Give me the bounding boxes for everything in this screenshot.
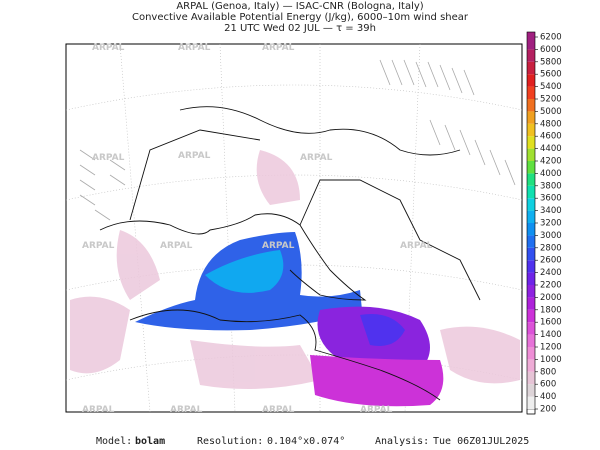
- colorbar-swatch: [527, 334, 535, 347]
- colorbar-label: 3600: [540, 194, 562, 204]
- colorbar-label: 3200: [540, 219, 562, 229]
- colorbar-swatch: [527, 285, 535, 298]
- watermark: ARPAL: [262, 405, 295, 415]
- colorbar-label: 1600: [540, 318, 562, 328]
- colorbar-label: 400: [540, 392, 556, 402]
- colorbar-swatch: [527, 173, 535, 186]
- footer-value: bolam: [135, 436, 165, 447]
- colorbar-label: 5000: [540, 107, 562, 117]
- colorbar-swatch: [527, 371, 535, 385]
- colorbar-label: 4200: [540, 157, 562, 167]
- watermark: ARPAL: [170, 405, 203, 415]
- watermark: ARPAL: [92, 43, 125, 53]
- colorbar-label: 2400: [540, 268, 562, 278]
- watermark: ARPAL: [262, 241, 295, 251]
- colorbar-swatch: [527, 49, 535, 62]
- colorbar-label: 2200: [540, 281, 562, 291]
- footer-label: Resolution:: [197, 436, 263, 447]
- colorbar-label: 6200: [540, 33, 562, 43]
- colorbar-label: 600: [540, 380, 556, 390]
- colorbar-swatch: [527, 111, 535, 124]
- watermark: ARPAL: [262, 43, 295, 53]
- map: [65, 43, 523, 413]
- colorbar-swatch: [527, 210, 535, 223]
- colorbar-swatch: [527, 347, 535, 360]
- colorbar-swatch: [527, 247, 535, 261]
- colorbar-swatch: [527, 161, 535, 174]
- colorbar-label: 1800: [540, 305, 562, 315]
- colorbar-swatch: [527, 198, 535, 211]
- colorbar-swatch: [527, 37, 535, 50]
- colorbar-label: 3800: [540, 181, 562, 191]
- colorbar-swatch: [527, 148, 535, 161]
- watermark: ARPAL: [92, 153, 125, 163]
- watermark: ARPAL: [400, 241, 433, 251]
- colorbar-label: 200: [540, 405, 556, 415]
- watermark: ARPAL: [160, 241, 193, 251]
- colorbar-swatch: [527, 61, 535, 75]
- colorbar-label: 800: [540, 367, 556, 377]
- colorbar-swatch: [527, 272, 535, 285]
- watermark: ARPAL: [82, 241, 115, 251]
- title-line: Convective Available Potential Energy (J…: [132, 12, 469, 23]
- colorbar-swatch: [527, 384, 535, 397]
- colorbar-below: [526, 408, 536, 415]
- watermark: ARPAL: [82, 405, 115, 415]
- colorbar-label: 1400: [540, 330, 562, 340]
- colorbar-swatch: [527, 309, 535, 323]
- colorbar-label: 6000: [540, 45, 562, 55]
- colorbar: 200 400 600 800 1000 1200 1400 1600 1800 2000 2200…: [526, 31, 562, 415]
- colorbar-label: 2000: [540, 293, 562, 303]
- footer-label: Model:: [96, 436, 132, 447]
- colorbar-swatch: [527, 260, 535, 273]
- watermark: ARPAL: [360, 405, 393, 415]
- colorbar-swatch: [527, 185, 535, 199]
- colorbar-swatch: [527, 359, 535, 372]
- colorbar-swatch: [527, 297, 535, 310]
- colorbar-label: 5400: [540, 82, 562, 92]
- colorbar-label: 4600: [540, 132, 562, 142]
- colorbar-label: 5800: [540, 57, 562, 67]
- colorbar-swatch: [527, 223, 535, 236]
- watermark: ARPAL: [300, 153, 333, 163]
- colorbar-swatch: [527, 235, 535, 248]
- colorbar-label: 1000: [540, 355, 562, 365]
- colorbar-swatch: [527, 74, 535, 87]
- colorbar-label: 5600: [540, 70, 562, 80]
- colorbar-label: 3400: [540, 206, 562, 216]
- colorbar-label: 4400: [540, 144, 562, 154]
- colorbar-swatch: [527, 123, 535, 137]
- colorbar-swatch: [527, 322, 535, 335]
- title-line: 21 UTC Wed 02 JUL — τ = 39h: [224, 23, 376, 34]
- watermark: ARPAL: [178, 151, 211, 161]
- colorbar-swatch: [527, 396, 535, 409]
- colorbar-swatch: [527, 99, 535, 112]
- watermark: ARPAL: [178, 43, 211, 53]
- title-line: ARPAL (Genoa, Italy) — ISAC-CNR (Bologna…: [176, 1, 423, 12]
- colorbar-label: 5200: [540, 95, 562, 105]
- footer-value: 0.104°x0.074°: [267, 436, 345, 447]
- colorbar-swatch: [527, 136, 535, 149]
- colorbar-swatch: [527, 86, 535, 99]
- colorbar-label: 2800: [540, 243, 562, 253]
- colorbar-label: 4000: [540, 169, 562, 179]
- colorbar-above: [527, 32, 535, 37]
- colorbar-label: 2600: [540, 256, 562, 266]
- footer-value: Tue 06Z01JUL2025: [433, 436, 529, 447]
- colorbar-label: 4800: [540, 119, 562, 129]
- footer-label: Analysis:: [375, 436, 429, 447]
- colorbar-label: 3000: [540, 231, 562, 241]
- colorbar-label: 1200: [540, 343, 562, 353]
